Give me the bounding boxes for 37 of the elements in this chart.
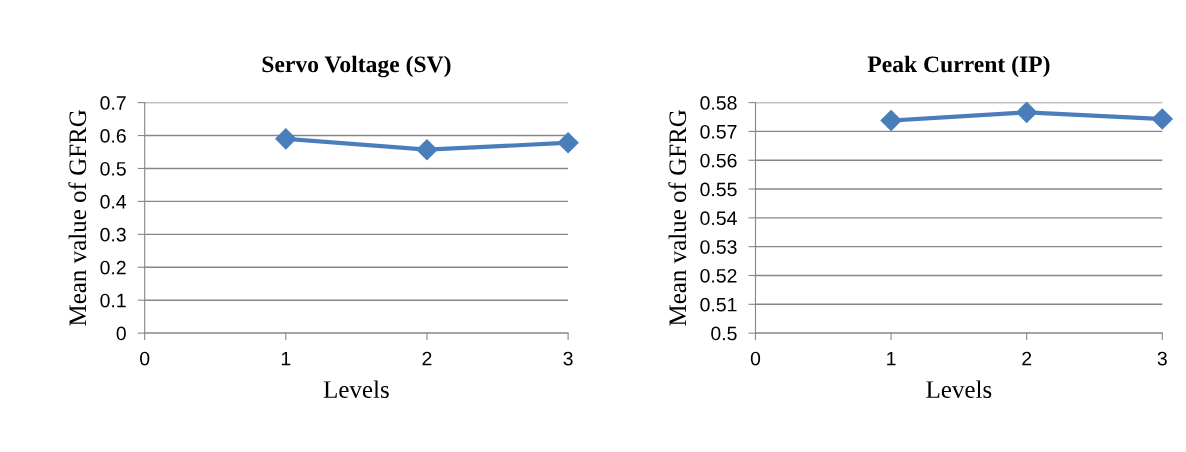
point: [557, 132, 579, 154]
point: [880, 109, 902, 131]
x-axis-title: Levels: [926, 380, 992, 399]
x-tick-label: 1: [281, 351, 291, 366]
y-tick-label: 0.56: [700, 153, 737, 168]
y-tick-label: 0.51: [700, 297, 737, 312]
y-axis-title: Mean value of GFRG: [68, 109, 87, 326]
y-tick-label: 0.1: [100, 293, 126, 308]
y-tick-label: 0.54: [700, 211, 737, 226]
point: [416, 139, 438, 161]
y-tick-label: 0.55: [700, 182, 737, 197]
point: [1151, 108, 1173, 130]
y-tick-label: 0.53: [700, 240, 737, 254]
chart-title: Servo Voltage (SV): [262, 55, 451, 78]
x-tick-label: 3: [1157, 351, 1167, 366]
y-tick-label: 0: [116, 326, 126, 341]
y-tick-label: 0.2: [100, 260, 126, 275]
x-axis-title: Levels: [323, 380, 389, 399]
y-tick-label: 0.7: [100, 96, 126, 110]
y-tick-label: 0.58: [700, 96, 737, 110]
x-tick-label: 0: [750, 351, 761, 366]
point: [1016, 101, 1038, 123]
x-tick-label: 1: [887, 351, 896, 366]
x-tick-label: 2: [422, 351, 432, 366]
y-tick-label: 0.57: [700, 124, 737, 139]
y-axis-title: Mean value of GFRG: [668, 109, 687, 326]
x-tick-label: 0: [140, 351, 150, 366]
x-tick-label: 2: [1022, 351, 1032, 366]
y-tick-label: 0.6: [100, 129, 126, 143]
x-tick-label: 3: [563, 351, 573, 366]
y-tick-label: 0.52: [700, 268, 737, 283]
y-tick-label: 0.3: [100, 227, 126, 242]
chart-title: Peak Current (IP): [867, 55, 1050, 78]
point: [275, 128, 297, 150]
y-tick-label: 0.5: [711, 326, 737, 341]
y-tick-label: 0.5: [100, 161, 126, 176]
y-tick-label: 0.4: [100, 194, 127, 209]
